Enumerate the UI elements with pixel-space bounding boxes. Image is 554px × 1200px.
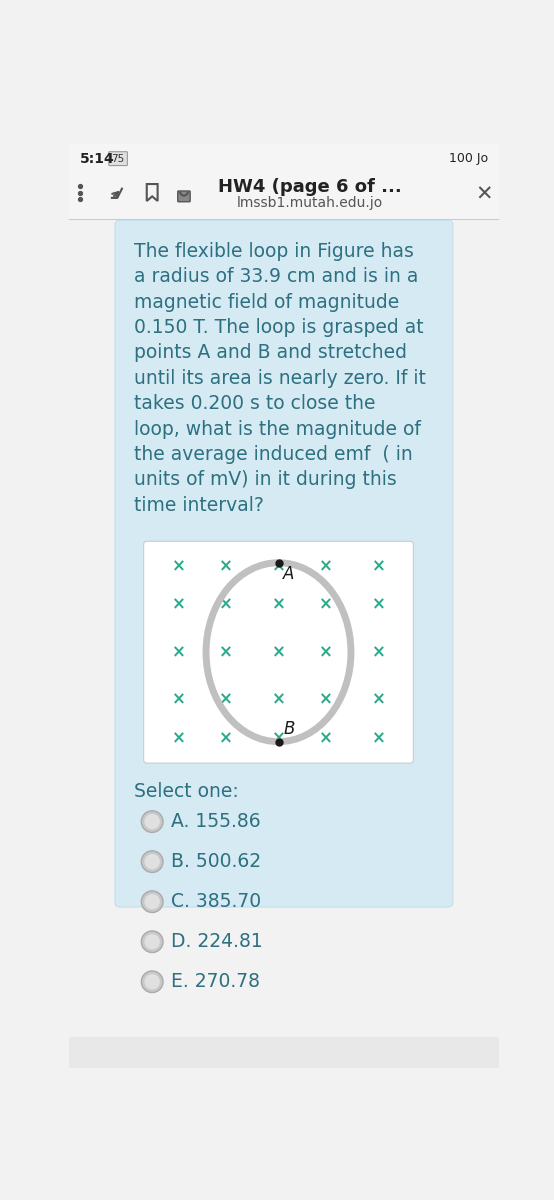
Circle shape (141, 931, 163, 953)
Text: B. 500.62: B. 500.62 (171, 852, 261, 871)
Text: ×: × (271, 730, 285, 748)
Text: ×: × (372, 691, 386, 709)
Text: ×: × (219, 557, 233, 575)
Text: ×: × (219, 730, 233, 748)
Bar (69, 144, 499, 173)
Text: ×: × (319, 595, 333, 613)
Circle shape (145, 974, 160, 990)
Text: 75: 75 (111, 154, 125, 163)
Text: ×: × (372, 595, 386, 613)
FancyBboxPatch shape (143, 541, 413, 763)
Text: a radius of 33.9 cm and is in a: a radius of 33.9 cm and is in a (134, 268, 418, 286)
Text: ×: × (319, 730, 333, 748)
Text: points A and B and stretched: points A and B and stretched (134, 343, 407, 362)
Circle shape (145, 894, 160, 910)
Text: ×: × (171, 595, 185, 613)
FancyBboxPatch shape (178, 191, 190, 202)
Text: ×: × (319, 691, 333, 709)
Text: C. 385.70: C. 385.70 (171, 892, 261, 911)
Text: 5:14: 5:14 (80, 151, 115, 166)
Text: The flexible loop in Figure has: The flexible loop in Figure has (134, 241, 413, 260)
Text: until its area is nearly zero. If it: until its area is nearly zero. If it (134, 368, 425, 388)
Text: Select one:: Select one: (134, 781, 238, 800)
Circle shape (145, 934, 160, 949)
Bar (69, 1037, 499, 1068)
Text: loop, what is the magnitude of: loop, what is the magnitude of (134, 420, 420, 439)
Text: ×: × (271, 595, 285, 613)
Text: ×: × (372, 557, 386, 575)
Text: units of mV) in it during this: units of mV) in it during this (134, 470, 396, 490)
Text: ✕: ✕ (475, 184, 493, 204)
Text: ×: × (171, 730, 185, 748)
Text: ×: × (271, 557, 285, 575)
Circle shape (141, 811, 163, 833)
Text: ×: × (319, 643, 333, 661)
Circle shape (145, 854, 160, 869)
Text: ×: × (219, 691, 233, 709)
Circle shape (141, 851, 163, 872)
Text: time interval?: time interval? (134, 496, 264, 515)
Text: ×: × (171, 557, 185, 575)
Text: B: B (283, 720, 295, 738)
Circle shape (145, 814, 160, 829)
Text: A: A (283, 565, 295, 583)
Text: ×: × (171, 691, 185, 709)
Circle shape (141, 971, 163, 992)
FancyBboxPatch shape (109, 151, 127, 166)
Text: HW4 (page 6 of ...: HW4 (page 6 of ... (218, 178, 402, 196)
Text: 0.150 T. The loop is grasped at: 0.150 T. The loop is grasped at (134, 318, 423, 337)
Text: ×: × (171, 643, 185, 661)
Text: lmssb1.mutah.edu.jo: lmssb1.mutah.edu.jo (237, 196, 383, 210)
Text: E. 270.78: E. 270.78 (171, 972, 260, 991)
Text: ×: × (372, 643, 386, 661)
Text: magnetic field of magnitude: magnetic field of magnitude (134, 293, 399, 312)
Text: the average induced emf  ( in: the average induced emf ( in (134, 445, 412, 464)
Circle shape (141, 890, 163, 912)
FancyBboxPatch shape (115, 221, 453, 907)
Text: 100 Jo: 100 Jo (449, 152, 488, 166)
Text: ×: × (271, 643, 285, 661)
Text: ×: × (372, 730, 386, 748)
Text: ×: × (271, 691, 285, 709)
Text: D. 224.81: D. 224.81 (171, 932, 263, 952)
Bar (69, 173, 499, 220)
Text: ×: × (219, 595, 233, 613)
Text: A. 155.86: A. 155.86 (171, 812, 260, 832)
Text: ×: × (219, 643, 233, 661)
Text: ×: × (319, 557, 333, 575)
Text: takes 0.200 s to close the: takes 0.200 s to close the (134, 395, 375, 413)
